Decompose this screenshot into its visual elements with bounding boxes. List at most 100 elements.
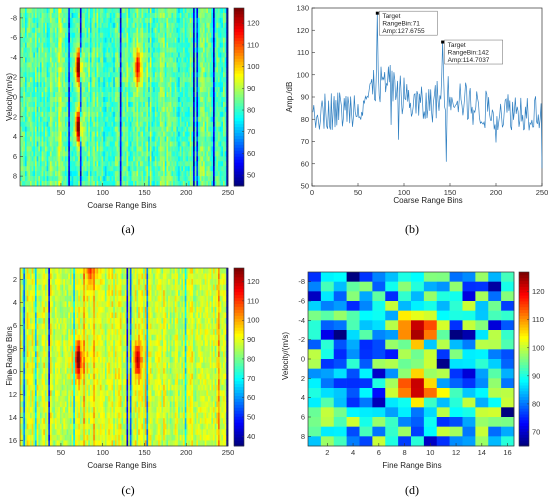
panel-a-cell: [61, 82, 64, 88]
panel-a-cell: [206, 121, 209, 127]
panel-a-cell: [144, 52, 147, 58]
panel-a-cell: [78, 176, 81, 182]
panel-a-cell: [118, 27, 121, 34]
panel-a-cell: [133, 126, 136, 132]
panel-a-cell: [219, 92, 222, 98]
panel-a-cell: [211, 106, 214, 113]
panel-a-cell: [91, 47, 94, 53]
panel-c-cell: [29, 401, 32, 408]
panel-a-cell: [171, 77, 174, 83]
panel-a-cell: [168, 161, 171, 167]
panel-a-cell: [78, 37, 81, 43]
panel-a-cell: [66, 17, 69, 24]
panel-a-cell: [153, 8, 156, 14]
panel-a-cell: [211, 131, 214, 137]
panel-a-cell: [58, 27, 61, 34]
panel-a-cell: [20, 181, 22, 187]
panel-a-cell: [168, 92, 171, 98]
panel-a-cell: [84, 151, 87, 157]
panel-a-cell: [176, 52, 179, 58]
panel-a-cell: [149, 12, 152, 19]
panel-a-cell: [93, 171, 96, 177]
panel-a-cell: [91, 52, 94, 58]
panel-a-cell: [191, 37, 194, 43]
panel-a-cell: [154, 77, 157, 83]
panel-c-cell: [33, 418, 36, 425]
panel-a-cell: [209, 136, 212, 142]
panel-a-cell: [58, 101, 61, 108]
panel-a-cell: [56, 181, 59, 187]
panel-a-cell: [151, 106, 154, 113]
panel-a-cell: [159, 57, 162, 63]
panel-a-cell: [224, 121, 227, 127]
panel-a-cell: [113, 22, 116, 29]
panel-a-cell: [63, 131, 66, 137]
panel-a-cell: [118, 141, 121, 147]
panel-a-cell: [199, 176, 202, 182]
panel-a-cell: [116, 176, 119, 182]
panel-a-cell: [148, 62, 151, 68]
panel-a-cell: [218, 121, 220, 127]
panel-a-cell: [104, 17, 107, 24]
panel-a-cell: [138, 52, 141, 58]
panel-a-cell: [128, 77, 131, 83]
panel-a-cell: [154, 57, 157, 63]
panel-a-cell: [161, 181, 164, 187]
panel-a-cell: [178, 101, 181, 108]
panel-a-cell: [88, 161, 91, 167]
panel-a-cell: [103, 161, 106, 167]
panel-a-cell: [89, 166, 92, 172]
panel-a-cell: [123, 92, 126, 98]
panel-a-cell: [118, 72, 121, 78]
panel-a-cell: [211, 151, 214, 157]
panel-a-cell: [109, 136, 112, 142]
panel-a-cell: [208, 131, 210, 137]
panel-a-cell: [119, 82, 122, 88]
panel-a-cell: [96, 77, 99, 83]
panel-a-cell: [74, 67, 77, 73]
panel-a-cell: [76, 161, 79, 167]
panel-a-cell: [213, 87, 215, 93]
panel-a-cell: [63, 126, 66, 132]
panel-a-cell: [156, 176, 159, 182]
panel-a-cell: [44, 126, 47, 132]
panel-a-cell: [143, 151, 146, 157]
panel-a-cell: [98, 121, 101, 127]
panel-a-cell: [126, 27, 129, 34]
panel-a-colorbar-segment: [234, 61, 244, 65]
panel-a-cell: [221, 17, 224, 24]
panel-a-cell: [211, 111, 214, 118]
panel-a-cell: [204, 161, 207, 167]
panel-a-cell: [83, 27, 86, 34]
panel-a-cell: [136, 82, 139, 88]
panel-a-cell: [81, 47, 84, 53]
panel-a-cell: [68, 22, 71, 29]
panel-a-cell: [184, 8, 187, 14]
panel-a-cell: [163, 27, 166, 34]
panel-a-cell: [148, 42, 151, 48]
panel-a-cell: [166, 92, 169, 98]
panel-a-cell: [26, 57, 29, 63]
panel-a-cell: [44, 136, 47, 142]
panel-a-cell: [81, 106, 84, 113]
panel-c-cell: [23, 340, 26, 347]
panel-a-cell: [86, 62, 89, 68]
panel-a-cell: [149, 131, 152, 137]
panel-a-cell: [128, 12, 131, 19]
panel-c-cell: [38, 284, 41, 291]
panel-a-cell: [166, 97, 169, 103]
panel-a-cell: [104, 27, 107, 34]
panel-a-cell: [116, 141, 119, 147]
panel-a-cell: [206, 166, 209, 172]
panel-a-cell: [34, 101, 37, 108]
panel-a-cell: [223, 151, 225, 157]
panel-a-cell: [211, 72, 214, 78]
panel-a-cell: [96, 52, 99, 58]
panel-a-cell: [193, 62, 196, 68]
panel-c-cell: [36, 312, 39, 319]
panel-a-cell: [181, 67, 184, 73]
panel-a-cell: [49, 97, 52, 103]
panel-a-cell: [209, 106, 212, 113]
panel-a-colorbar-segment: [234, 180, 244, 184]
panel-a-cell: [69, 17, 72, 24]
